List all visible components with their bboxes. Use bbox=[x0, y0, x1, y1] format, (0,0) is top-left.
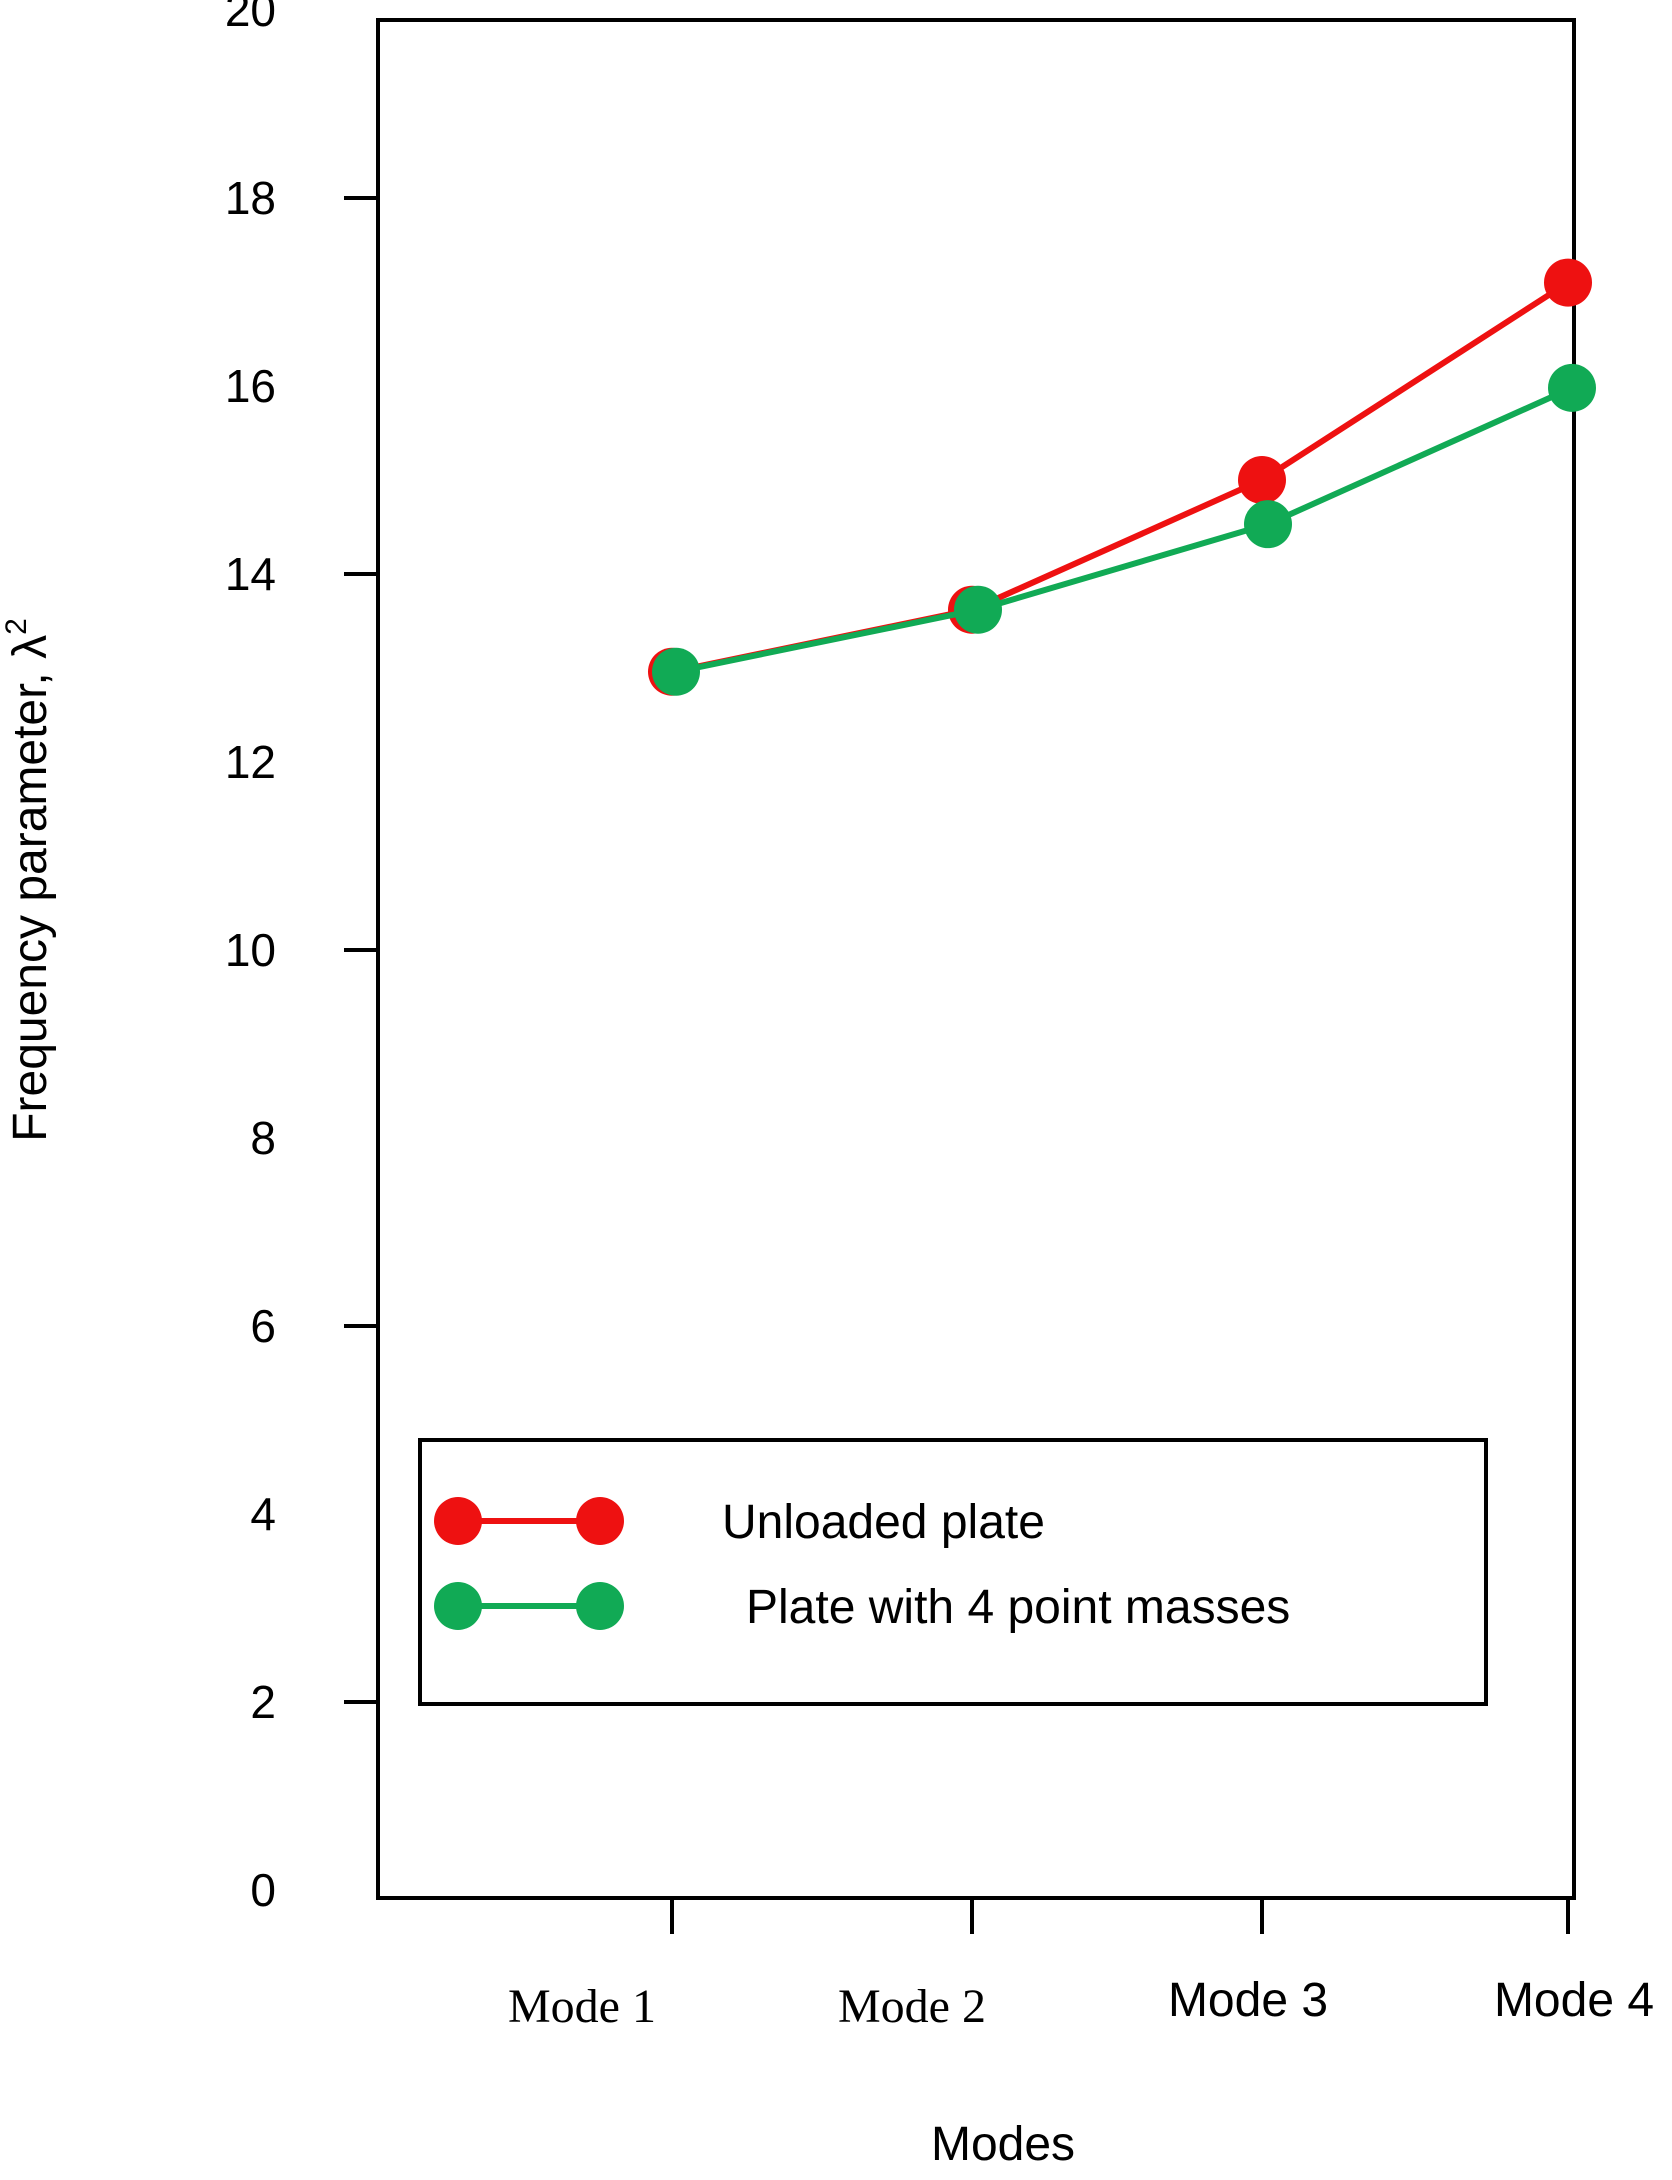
y-axis-title-superscript: 2 bbox=[0, 618, 33, 635]
series-2-point-2 bbox=[954, 585, 1002, 634]
series-1-point-3 bbox=[1238, 456, 1286, 504]
legend-item-2: Plate with 4 point masses bbox=[434, 1581, 1290, 1634]
legend-item-1: Unloaded plate bbox=[434, 1496, 1045, 1549]
y-tick-label-4: 4 bbox=[250, 1488, 276, 1540]
y-tick-label-18: 18 bbox=[225, 172, 276, 224]
y-tick-label-2: 2 bbox=[250, 1676, 276, 1728]
legend-label-2: Plate with 4 point masses bbox=[746, 1581, 1290, 1634]
legend-box bbox=[418, 1438, 1488, 1706]
y-tick-label-6: 6 bbox=[250, 1300, 276, 1352]
y-tick-label-10: 10 bbox=[225, 924, 276, 976]
x-axis-title: Modes bbox=[931, 2118, 1075, 2171]
legend-label-1: Unloaded plate bbox=[722, 1496, 1045, 1549]
x-tick-label-3: Mode 3 bbox=[1168, 1974, 1328, 2027]
y-tick-label-14: 14 bbox=[225, 548, 276, 600]
y-tick-label-16: 16 bbox=[225, 360, 276, 412]
series-1 bbox=[648, 258, 1592, 696]
series-2-point-4 bbox=[1548, 363, 1596, 412]
legend-marker-left-2 bbox=[434, 1582, 482, 1630]
x-tick-label-4: Mode 4 bbox=[1494, 1974, 1654, 2027]
legend-marker-right-1 bbox=[576, 1497, 624, 1545]
y-tick-label-0: 0 bbox=[250, 1864, 276, 1916]
series-line-1 bbox=[671, 280, 1570, 675]
legend-items: Unloaded plate Plate with 4 point masses bbox=[434, 1496, 1290, 1634]
y-tick-label-12: 12 bbox=[225, 736, 276, 788]
series-2-point-1 bbox=[652, 647, 700, 696]
series-2-point-3 bbox=[1244, 500, 1292, 549]
y-tick-label-8: 8 bbox=[250, 1112, 276, 1164]
y-axis-title-text: Frequency parameter, λ bbox=[4, 635, 57, 1142]
legend: Unloaded plate Plate with 4 point masses bbox=[418, 1438, 1488, 1706]
x-axis-ticks: Mode 1 Mode 2 Mode 3 Mode 4 bbox=[508, 1898, 1654, 2033]
series-line-2 bbox=[675, 385, 1574, 675]
series-2 bbox=[652, 363, 1596, 696]
legend-marker-right-2 bbox=[576, 1582, 624, 1630]
series-layer bbox=[648, 258, 1596, 696]
series-1-point-4 bbox=[1544, 258, 1592, 307]
y-axis-ticks: 0 2 4 6 8 10 12 14 16 18 20 bbox=[225, 0, 378, 1916]
plot-frame bbox=[376, 18, 1576, 1900]
x-tick-label-1: Mode 1 bbox=[508, 1980, 656, 2033]
y-axis-title: Frequency parameter, λ2 bbox=[0, 618, 57, 1142]
y-tick-label-20: 20 bbox=[225, 0, 276, 36]
legend-marker-left-1 bbox=[434, 1497, 482, 1545]
x-tick-label-2: Mode 2 bbox=[838, 1980, 986, 2033]
